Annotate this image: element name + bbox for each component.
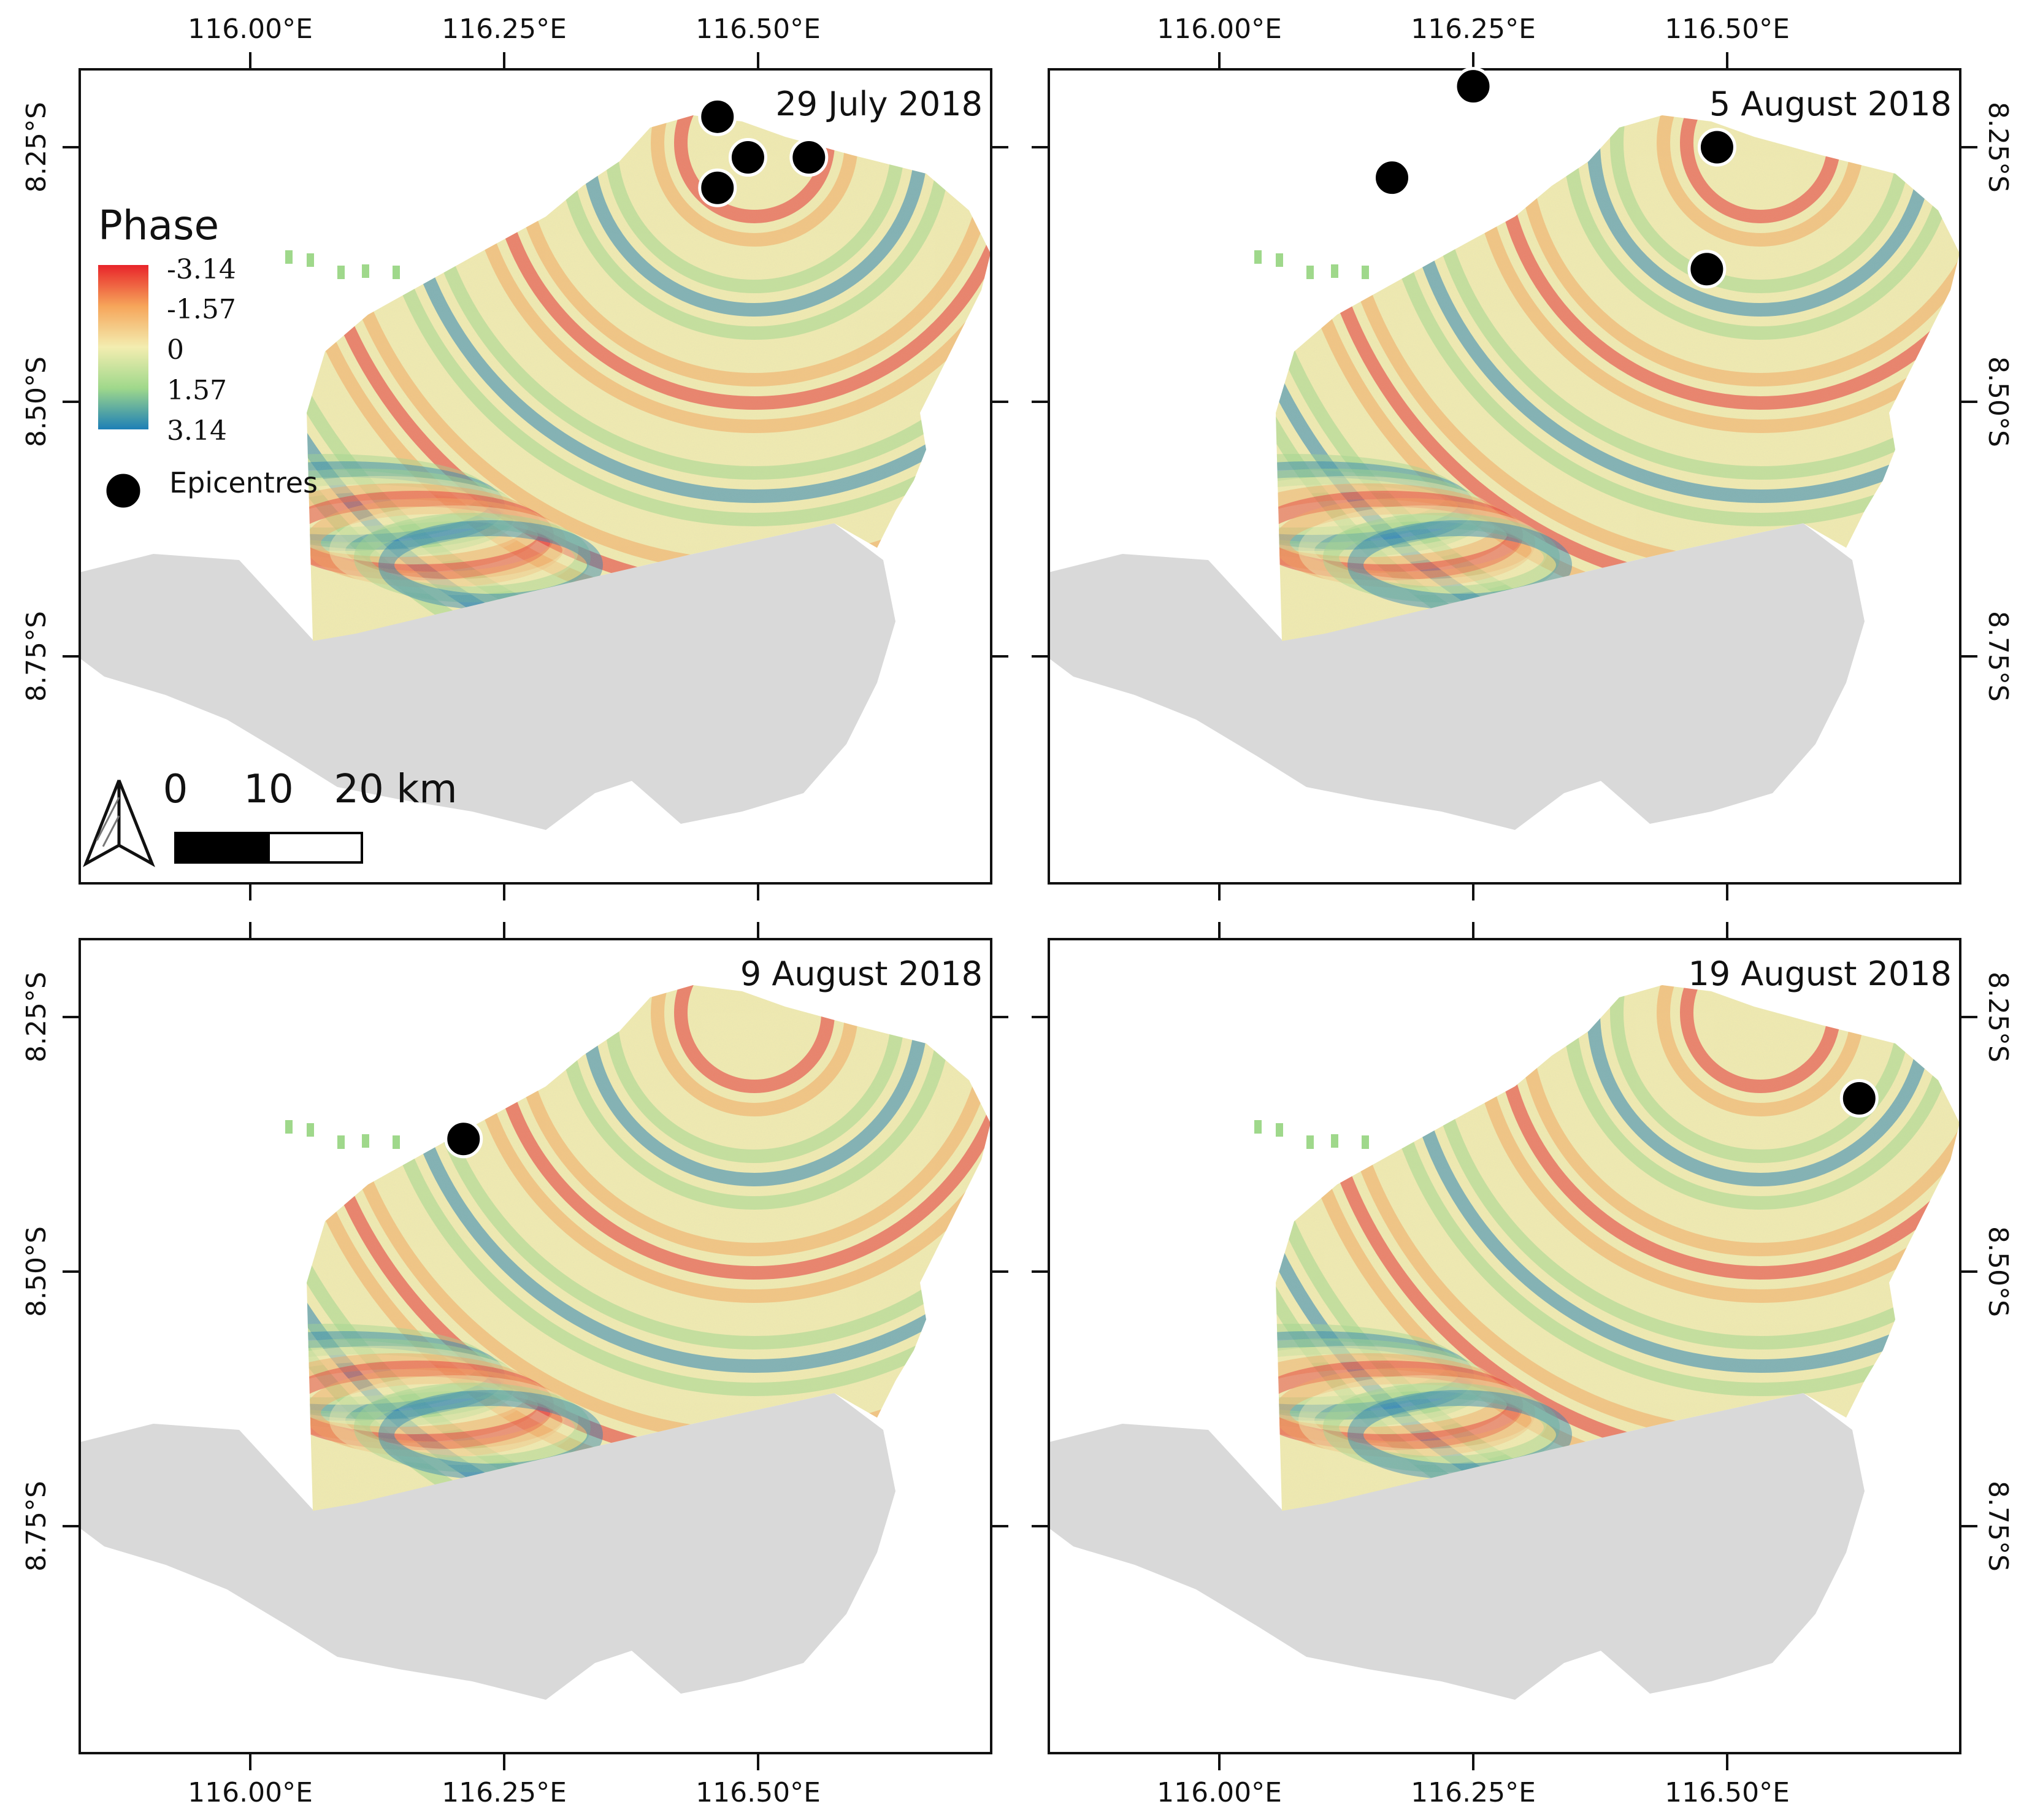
lat-label-left: 8.25°S (21, 972, 52, 1062)
epicentre-marker (1697, 128, 1736, 167)
panel-date-label: 9 August 2018 (740, 954, 983, 993)
islet (285, 250, 293, 264)
dem-land (1049, 1393, 1865, 1700)
panel-frame (1048, 68, 1961, 885)
islet (1306, 1135, 1314, 1149)
islet (362, 1134, 369, 1148)
epicentre-marker (698, 168, 737, 207)
scale-bar-black-segment (174, 832, 270, 864)
islet (1362, 1135, 1369, 1149)
epicentre-marker (728, 138, 767, 177)
left-lat-labels: 8.25°S 8.50°S 8.75°S 8.25°S 8.50°S 8.75°… (21, 102, 52, 1572)
legend-tick: 1.57 (167, 375, 227, 406)
lat-label-left: 8.25°S (21, 102, 52, 193)
islet (307, 253, 314, 267)
epicentre-marker (1687, 250, 1727, 289)
lat-label-left: 8.50°S (21, 356, 52, 447)
legend-epicentres-label: Epicentres (169, 466, 318, 499)
epicentre-marker (1454, 67, 1493, 106)
panel-date-label: 29 July 2018 (775, 85, 983, 123)
lat-label-right: 8.75°S (1982, 611, 2014, 702)
islet (393, 1135, 400, 1149)
lat-label-left: 8.75°S (21, 1481, 52, 1572)
islet (362, 264, 369, 278)
legend-tick: 3.14 (167, 415, 227, 447)
epicentre-marker (1373, 158, 1412, 198)
islet (337, 1135, 345, 1149)
panel-frame (79, 68, 992, 885)
top-lon-labels: 116.00°E 116.25°E 116.50°E 116.00°E 116.… (188, 13, 1790, 45)
lat-label-right: 8.50°S (1982, 1226, 2014, 1317)
lon-label-bottom: 116.00°E (1157, 1777, 1282, 1808)
legend-tick: 0 (167, 334, 184, 366)
panel-date-label: 5 August 2018 (1709, 85, 1952, 123)
map-panel: 29 July 2018 (63, 52, 1008, 900)
map-panel: 5 August 2018 (1032, 52, 1977, 900)
north-arrow-icon (83, 780, 155, 867)
scale-label-10: 10 (243, 767, 293, 812)
lat-label-right: 8.25°S (1982, 102, 2014, 193)
scale-label-0: 0 (163, 767, 188, 812)
islet (1276, 253, 1283, 267)
phase-colorbar (98, 265, 148, 429)
legend-tick: -1.57 (167, 294, 236, 325)
lon-label-top: 116.00°E (188, 13, 313, 45)
epicentre-marker (698, 97, 737, 136)
legend-tick: -3.14 (167, 254, 236, 285)
islet (337, 266, 345, 279)
legend-title: Phase (98, 202, 219, 249)
legend-epicentre-symbol (103, 470, 144, 511)
panel-date-label: 19 August 2018 (1689, 954, 1952, 993)
islet (1362, 266, 1369, 279)
bottom-lon-labels: 116.00°E 116.25°E 116.50°E 116.00°E 116.… (188, 1777, 1790, 1808)
islet (1331, 1134, 1338, 1148)
dem-land (80, 1393, 895, 1700)
islet (1306, 266, 1314, 279)
scale-label-20: 20 km (334, 767, 457, 812)
lon-label-bottom: 116.50°E (1665, 1777, 1790, 1808)
panel-frame (79, 938, 992, 1754)
lat-label-right: 8.75°S (1982, 1481, 2014, 1572)
panel-frame (1048, 938, 1961, 1754)
lon-label-top: 116.50°E (1665, 13, 1790, 45)
lat-label-left: 8.50°S (21, 1226, 52, 1317)
right-lat-labels: 8.25°S 8.50°S 8.75°S 8.25°S 8.50°S 8.75°… (1982, 102, 2014, 1572)
islet (1254, 250, 1262, 264)
epicentre-marker (1839, 1078, 1879, 1118)
dem-land (1049, 523, 1865, 830)
epicentre-marker (789, 138, 829, 177)
lon-label-bottom: 116.50°E (696, 1777, 821, 1808)
lat-label-right: 8.50°S (1982, 356, 2014, 447)
phase-legend: Phase -3.14 -1.57 0 1.57 3.14 Epicentres (98, 202, 318, 511)
islet (285, 1120, 293, 1134)
lon-label-top: 116.25°E (442, 13, 567, 45)
lat-label-left: 8.75°S (21, 611, 52, 702)
islet (307, 1123, 314, 1137)
islet (1276, 1123, 1283, 1137)
dem-land (80, 523, 895, 830)
islet (1331, 264, 1338, 278)
map-panels: 29 July 2018 5 August 2018 9 August 2018 19… (63, 52, 1977, 1770)
lon-label-bottom: 116.25°E (442, 1777, 567, 1808)
lon-label-top: 116.00°E (1157, 13, 1282, 45)
lon-label-top: 116.50°E (696, 13, 821, 45)
scale-bar-white-segment (267, 832, 363, 864)
scale-bar: 0 10 20 km (83, 767, 458, 867)
lon-label-bottom: 116.25°E (1411, 1777, 1536, 1808)
islet (393, 266, 400, 279)
epicentre-marker (444, 1119, 483, 1159)
lon-label-top: 116.25°E (1411, 13, 1536, 45)
lat-label-right: 8.25°S (1982, 972, 2014, 1062)
islet (1254, 1120, 1262, 1134)
lon-label-bottom: 116.00°E (188, 1777, 313, 1808)
